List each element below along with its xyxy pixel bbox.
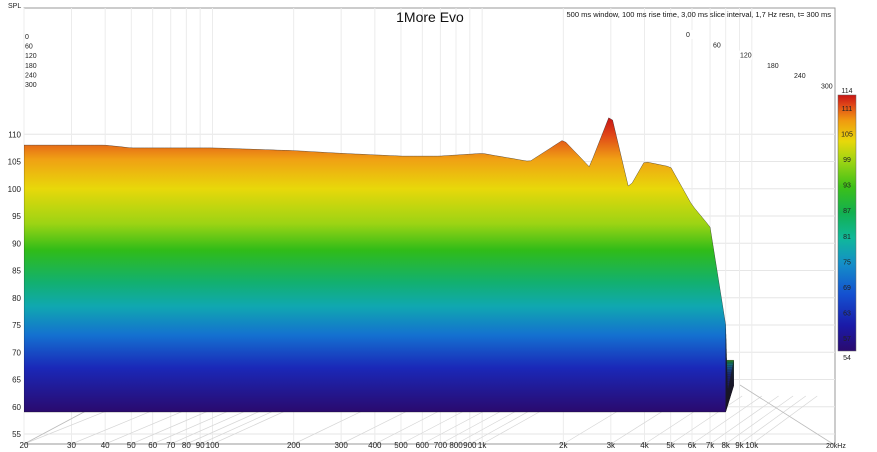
y-tick-label: 100 [8, 185, 22, 194]
waterfall-slice [24, 117, 726, 413]
y-tick-label: 80 [12, 294, 21, 303]
time-axis-left-label: 240 [25, 72, 37, 79]
x-tick-label: 900 [463, 441, 477, 450]
colorbar-tick-label: 54 [843, 355, 851, 362]
x-tick-label: 7k [706, 441, 715, 450]
floor-line [670, 395, 743, 445]
x-tick-label: 6k [688, 441, 697, 450]
x-tick-label: 5k [666, 441, 675, 450]
x-tick-label: 300 [334, 441, 348, 450]
y-tick-label: 65 [12, 376, 21, 385]
time-label-bg [765, 60, 779, 70]
colorbar-tick-label: 87 [843, 208, 851, 215]
x-tick-label: 600 [416, 441, 430, 450]
x-tick-label: 40 [101, 441, 110, 450]
x-tick-label: 9k [735, 441, 744, 450]
time-label-bg [819, 81, 833, 91]
y-tick-label: 95 [12, 212, 21, 221]
colorbar-ticks: 54 57 63 69 75 81 87 93 99 105 111 114 [841, 88, 853, 362]
x-tick-label: 20 [20, 441, 29, 450]
chart-subtitle: 500 ms window, 100 ms rise time, 3,00 ms… [567, 10, 832, 19]
x-tick-label: 50 [127, 441, 136, 450]
time-axis-label: 180 [767, 63, 779, 70]
colorbar [837, 94, 857, 352]
x-tick-label: 90 [196, 441, 205, 450]
y-tick-label: 75 [12, 321, 21, 330]
x-tick-label: 80 [182, 441, 191, 450]
y-tick-label: 90 [12, 239, 21, 248]
x-tick-label: 10k [745, 441, 759, 450]
time-axis-left-label: 180 [25, 63, 37, 70]
colorbar-tick-label: 75 [843, 259, 851, 266]
y-tick-label: 55 [12, 430, 21, 439]
colorbar-tick-label: 57 [843, 336, 851, 343]
x-tick-label: 70 [166, 441, 175, 450]
y-tick-label: 105 [8, 158, 22, 167]
floor-line [725, 395, 794, 445]
x-tick-label: 200 [287, 441, 301, 450]
floor-line [691, 395, 763, 445]
colorbar-tick-label: 114 [841, 88, 852, 95]
x-axis-unit-label: 20kHz [826, 443, 846, 450]
floor-line [709, 395, 779, 445]
colorbar-tick-label: 63 [843, 311, 851, 318]
x-axis-ticks: 20 30 40 50 60 70 80 90 100 200 300 400 500 600 700 800… [20, 441, 760, 450]
x-tick-label: 700 [434, 441, 448, 450]
x-tick-label: 8k [721, 441, 730, 450]
x-tick-label: 3k [607, 441, 616, 450]
y-tick-label: 60 [12, 403, 21, 412]
time-axis-label: 300 [821, 84, 833, 91]
time-axis-label: 120 [740, 53, 752, 60]
x-tick-label: 1k [478, 441, 487, 450]
time-label-bg [792, 71, 806, 81]
time-label-bg [738, 50, 752, 60]
x-tick-label: 60 [148, 441, 157, 450]
colorbar-tick-label: 93 [843, 183, 851, 190]
time-label-bg [711, 40, 725, 50]
time-axis-left-label: 300 [25, 82, 37, 89]
colorbar-tick-label: 111 [842, 106, 853, 113]
y-tick-label: 70 [12, 348, 21, 357]
time-axis-left-label: 120 [25, 53, 37, 60]
y-axis-label: SPL [8, 3, 21, 10]
time-label-bg [684, 30, 698, 39]
time-axis-label: 60 [713, 42, 721, 49]
time-axis-left-label: 0 [25, 34, 29, 41]
colorbar-tick-label: 105 [841, 131, 853, 138]
colorbar-tick-label: 69 [843, 285, 851, 292]
time-axis-label: 240 [794, 73, 806, 80]
waterfall-surface [24, 117, 734, 413]
floor-line [739, 395, 807, 445]
x-tick-label: 2k [559, 441, 568, 450]
y-axis-ticks: 55 60 65 70 75 80 85 90 95 100 105 110 [8, 130, 22, 439]
x-tick-label: 4k [640, 441, 649, 450]
time-axis: 0 60 120 180 240 300 0 60 120 180 240 300 [25, 30, 833, 91]
time-axis-left-label: 60 [25, 44, 33, 51]
x-tick-label: 800 [449, 441, 463, 450]
x-tick-label: 400 [368, 441, 382, 450]
time-axis-label: 0 [686, 32, 690, 39]
chart-title: 1More Evo [396, 9, 464, 25]
y-tick-label: 110 [8, 130, 21, 139]
colorbar-tick-label: 81 [843, 234, 851, 241]
y-tick-label: 85 [12, 267, 21, 276]
x-tick-label: 100 [206, 441, 220, 450]
colorbar-tick-label: 99 [843, 157, 851, 164]
floor-line [751, 395, 818, 445]
floor-edge-right [739, 384, 834, 445]
x-tick-label: 30 [67, 441, 76, 450]
x-tick-label: 500 [394, 441, 408, 450]
